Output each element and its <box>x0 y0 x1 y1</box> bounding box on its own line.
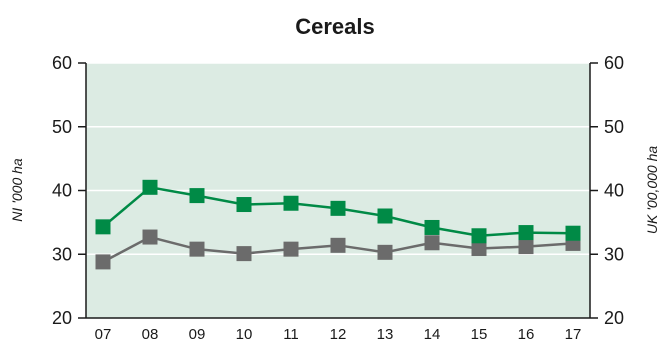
y-tick-label-right-60: 60 <box>604 53 624 73</box>
x-tick-label-07: 07 <box>95 326 112 342</box>
x-tick-label-17: 17 <box>565 326 582 342</box>
series-0-point-16 <box>518 225 534 241</box>
y-axis-label-right: UK '00,000 ha <box>644 146 660 235</box>
y-tick-label-right-50: 50 <box>604 117 624 137</box>
series-0-point-08 <box>142 179 158 195</box>
series-1-point-15 <box>471 241 487 257</box>
x-tick-label-08: 08 <box>142 326 159 342</box>
series-1-point-11 <box>283 241 299 257</box>
series-1-point-14 <box>424 235 440 251</box>
x-tick-label-15: 15 <box>471 326 488 342</box>
y-tick-label-left-20: 20 <box>52 308 72 328</box>
series-0-point-15 <box>471 228 487 244</box>
series-0-point-17 <box>565 225 581 241</box>
y-axis-label-left: NI '000 ha <box>9 158 25 222</box>
series-0-point-10 <box>236 197 252 213</box>
y-tick-label-left-50: 50 <box>52 117 72 137</box>
series-0-point-12 <box>330 200 346 216</box>
y-tick-label-right-40: 40 <box>604 181 624 201</box>
series-1-point-08 <box>142 229 158 245</box>
x-tick-label-12: 12 <box>330 326 347 342</box>
series-0-point-09 <box>189 188 205 204</box>
series-1-point-10 <box>236 246 252 262</box>
tick-labels: 20 20 30 30 40 40 50 50 60 60 07 08 09 10 11 12 13 14 15 16… <box>52 53 624 342</box>
x-tick-label-14: 14 <box>424 326 441 342</box>
series-1-point-13 <box>377 244 393 260</box>
x-tick-label-11: 11 <box>283 326 299 342</box>
series-1-point-16 <box>518 239 534 255</box>
y-tick-label-right-20: 20 <box>604 308 624 328</box>
y-tick-label-right-30: 30 <box>604 244 624 264</box>
series-0-point-11 <box>283 195 299 211</box>
series-0-point-13 <box>377 208 393 224</box>
series-0-point-14 <box>424 219 440 235</box>
series-0-point-07 <box>95 219 111 235</box>
x-tick-label-16: 16 <box>518 326 535 342</box>
y-tick-label-left-60: 60 <box>52 53 72 73</box>
y-tick-label-left-40: 40 <box>52 181 72 201</box>
axes <box>78 62 598 319</box>
series-1-point-12 <box>330 237 346 253</box>
x-tick-label-10: 10 <box>236 326 253 342</box>
series-1-point-07 <box>95 254 111 270</box>
series-0 <box>95 179 581 244</box>
series-1 <box>95 229 581 270</box>
series-group <box>95 179 581 270</box>
y-tick-label-left-30: 30 <box>52 244 72 264</box>
series-1-point-09 <box>189 241 205 257</box>
x-tick-label-13: 13 <box>377 326 394 342</box>
x-tick-label-09: 09 <box>189 326 206 342</box>
chart-title: Cereals <box>295 14 375 39</box>
